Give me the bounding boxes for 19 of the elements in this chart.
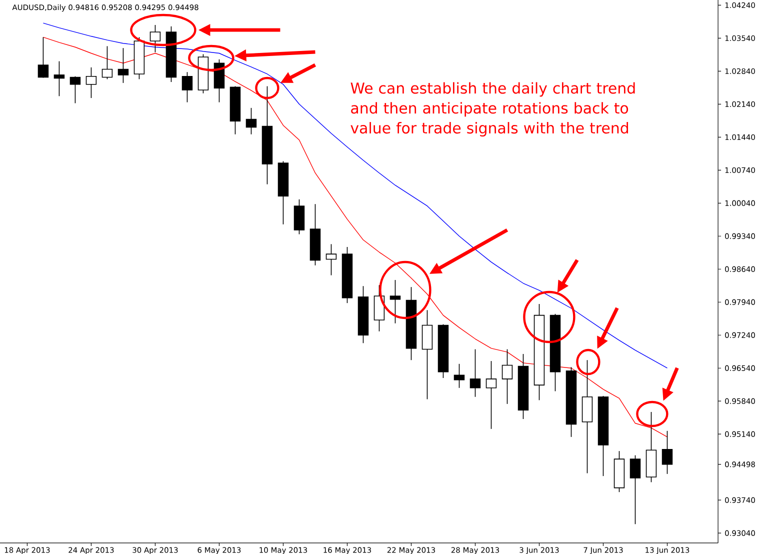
candlestick — [390, 280, 401, 324]
candlestick — [454, 363, 465, 388]
candlestick — [246, 108, 257, 135]
candlestick — [326, 244, 337, 276]
line-series — [42, 36, 668, 438]
candlestick — [86, 66, 97, 98]
candlestick — [38, 36, 49, 78]
candlestick — [662, 430, 673, 474]
candlestick — [630, 454, 641, 525]
candlestick — [150, 24, 161, 53]
candlestick — [182, 72, 193, 103]
candlestick — [486, 360, 497, 430]
candlestick — [102, 46, 113, 80]
annotation: We can establish the daily chart trend and then anticipate rotations back to value for trade signals with the trend — [350, 82, 635, 136]
candlestick — [118, 48, 129, 84]
candlestick — [470, 348, 481, 398]
candlestick — [502, 348, 513, 404]
candlestick — [54, 60, 65, 97]
candlestick — [70, 76, 81, 104]
